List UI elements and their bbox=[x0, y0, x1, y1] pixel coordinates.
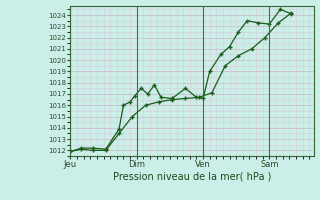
X-axis label: Pression niveau de la mer( hPa ): Pression niveau de la mer( hPa ) bbox=[113, 172, 271, 182]
